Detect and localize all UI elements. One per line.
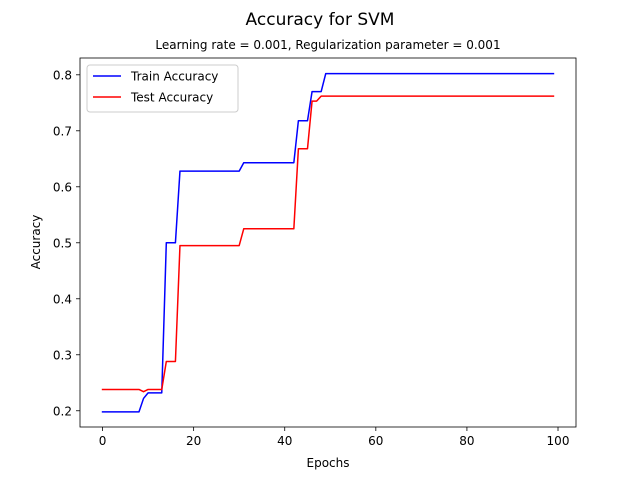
y-tick-label: 0.8 xyxy=(53,68,72,82)
y-tick-label: 0.6 xyxy=(53,180,72,194)
legend-box xyxy=(86,64,239,113)
series-layer xyxy=(101,72,555,413)
y-axis: 0.2 0.3 0.4 0.5 0.6 0.7 0.8 xyxy=(53,68,80,418)
x-tick-label: 80 xyxy=(459,434,474,448)
legend-label-train: Train Accuracy xyxy=(130,70,218,84)
y-tick-label: 0.7 xyxy=(53,124,72,138)
y-tick-label: 0.3 xyxy=(53,348,72,362)
x-tick-label: 60 xyxy=(368,434,383,448)
series-line-train-accuracy xyxy=(101,72,555,413)
chart-title: Accuracy for SVM xyxy=(246,10,395,30)
y-tick-label: 0.2 xyxy=(53,404,72,418)
y-axis-label: Accuracy xyxy=(29,215,43,270)
y-tick-label: 0.4 xyxy=(53,292,72,306)
x-tick-label: 0 xyxy=(99,434,107,448)
legend: Train Accuracy Test Accuracy xyxy=(86,64,239,113)
x-tick-label: 20 xyxy=(186,434,201,448)
chart-subtitle: Learning rate = 0.001, Regularization pa… xyxy=(155,38,500,52)
x-axis-label: Epochs xyxy=(307,456,350,470)
x-axis: 0 20 40 60 80 100 xyxy=(99,427,570,448)
legend-label-test: Test Accuracy xyxy=(130,91,213,105)
x-tick-label: 100 xyxy=(547,434,570,448)
series-line-test-accuracy xyxy=(101,95,555,393)
y-tick-label: 0.5 xyxy=(53,236,72,250)
x-tick-label: 40 xyxy=(277,434,292,448)
